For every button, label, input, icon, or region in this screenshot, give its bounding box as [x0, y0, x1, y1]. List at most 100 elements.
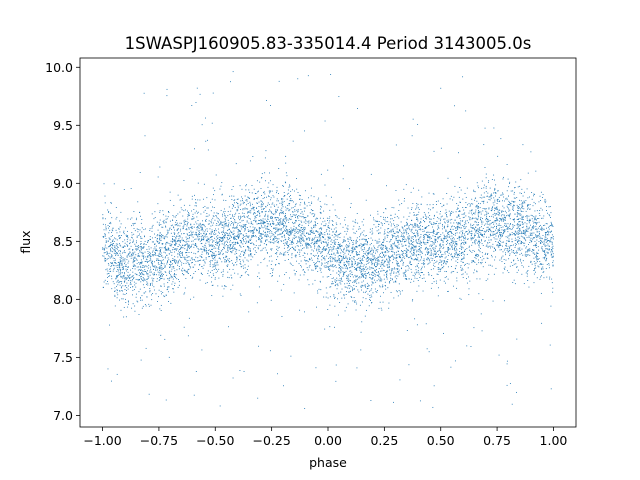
data-point: [433, 223, 434, 225]
data-point: [437, 233, 438, 235]
data-point: [292, 214, 294, 216]
data-point: [181, 257, 183, 258]
data-point: [430, 253, 432, 255]
data-point: [258, 239, 260, 241]
data-point: [417, 257, 419, 259]
data-point: [102, 214, 104, 216]
data-point: [371, 264, 373, 266]
data-point: [360, 285, 362, 287]
data-point: [416, 233, 418, 235]
data-point: [204, 209, 206, 211]
data-point: [299, 251, 301, 253]
data-point: [438, 223, 440, 225]
data-point: [487, 226, 489, 228]
data-point: [227, 271, 229, 273]
data-point: [532, 252, 534, 254]
data-point: [183, 269, 185, 271]
data-point: [428, 212, 430, 214]
data-point: [347, 285, 349, 287]
data-point: [250, 238, 252, 240]
data-point: [395, 190, 397, 191]
data-point: [212, 257, 214, 259]
data-point: [399, 254, 401, 256]
data-point: [519, 199, 520, 201]
data-point: [143, 266, 145, 268]
data-point: [441, 206, 443, 208]
data-point: [228, 222, 230, 224]
data-point: [187, 269, 189, 271]
data-point: [335, 231, 337, 233]
data-point: [157, 238, 159, 239]
data-point: [357, 266, 359, 268]
data-point: [298, 237, 300, 239]
data-point: [350, 266, 352, 268]
data-point: [256, 230, 258, 232]
data-point: [255, 240, 257, 242]
data-point: [405, 275, 407, 277]
data-point: [492, 214, 494, 216]
data-point: [143, 255, 145, 257]
data-point: [447, 290, 449, 292]
data-point: [143, 279, 145, 281]
data-point: [535, 235, 537, 237]
data-point: [134, 273, 136, 275]
data-point: [412, 254, 414, 256]
data-point: [144, 279, 146, 281]
data-point: [368, 258, 370, 260]
data-point: [428, 234, 430, 235]
data-point: [108, 246, 110, 248]
data-point: [311, 220, 312, 222]
data-point: [422, 239, 424, 241]
data-point: [542, 249, 544, 251]
data-point: [348, 263, 350, 265]
data-point: [298, 215, 300, 217]
data-point: [172, 238, 173, 240]
data-point: [251, 235, 253, 237]
data-point: [205, 140, 207, 142]
data-point: [360, 265, 362, 267]
data-point: [141, 279, 143, 281]
data-point: [416, 272, 418, 274]
data-point: [307, 237, 309, 239]
data-point: [512, 209, 514, 211]
data-point: [141, 255, 143, 257]
data-point: [147, 255, 149, 257]
data-point: [463, 257, 465, 259]
data-point: [548, 234, 550, 236]
data-point: [370, 242, 372, 244]
data-point: [361, 276, 362, 278]
data-point: [199, 236, 201, 238]
data-point: [422, 241, 424, 243]
data-point: [108, 211, 110, 212]
data-point: [262, 221, 264, 223]
data-point: [316, 250, 318, 252]
data-point: [366, 257, 368, 259]
data-point: [108, 232, 110, 234]
data-point: [201, 235, 203, 236]
data-point: [286, 242, 288, 244]
data-point: [194, 148, 195, 150]
data-point: [179, 245, 181, 246]
data-point: [546, 258, 547, 260]
data-point: [506, 199, 508, 201]
data-point: [250, 230, 252, 232]
data-point: [539, 264, 541, 266]
data-point: [282, 220, 284, 222]
data-point: [192, 213, 194, 215]
data-point: [131, 225, 132, 227]
data-point: [486, 211, 488, 213]
data-point: [221, 227, 223, 228]
data-point: [477, 222, 479, 223]
data-point: [401, 234, 403, 236]
data-point: [383, 292, 384, 294]
data-point: [295, 256, 297, 258]
data-point: [298, 249, 300, 251]
data-point: [324, 241, 326, 243]
data-point: [435, 261, 437, 263]
data-point: [294, 236, 296, 238]
data-point: [167, 231, 169, 233]
data-point: [121, 264, 123, 266]
data-point: [493, 216, 494, 218]
data-point: [232, 186, 234, 187]
